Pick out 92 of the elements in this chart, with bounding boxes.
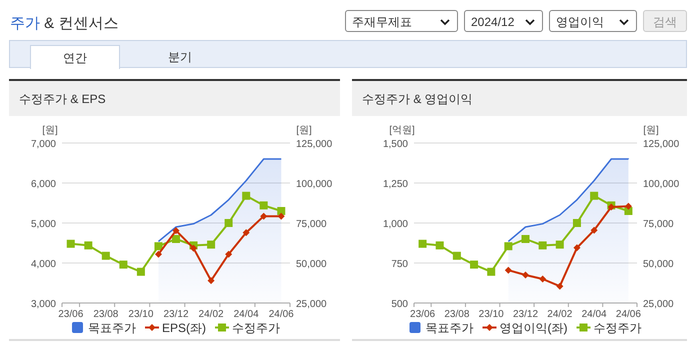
- point: [242, 192, 250, 200]
- x-tick-label: 24/04: [582, 309, 608, 320]
- x-tick-label: 24/04: [234, 309, 260, 320]
- text: 분기: [167, 49, 193, 66]
- x-tick-label: 23/10: [128, 309, 154, 320]
- text: 주재무제표: [345, 10, 458, 32]
- point: [119, 260, 128, 269]
- y2-axis-title: [원]: [296, 125, 312, 136]
- y-tick-label: 5,000: [30, 219, 56, 230]
- point: [573, 244, 580, 252]
- point: [590, 192, 598, 200]
- point: [136, 268, 145, 276]
- point: [556, 240, 564, 249]
- text: 검색: [643, 10, 687, 32]
- point: [608, 204, 615, 210]
- point: [260, 201, 268, 210]
- legend-label: 목표주가: [88, 321, 136, 335]
- x-tick-label: 23/06: [58, 309, 84, 320]
- x-tick-label: 24/02: [198, 309, 224, 320]
- point: [172, 227, 180, 234]
- chart-title: 수정주가 & EPS: [19, 91, 106, 108]
- y-tick-label: 750: [391, 259, 408, 270]
- point: [522, 235, 530, 243]
- x-tick-label: 23/12: [163, 309, 189, 320]
- point: [436, 241, 444, 250]
- x-tick-label: 23/08: [93, 309, 119, 320]
- point: [470, 260, 478, 269]
- y2-tick-label: 25,000: [296, 299, 328, 310]
- legend-label: 목표주가: [426, 321, 474, 335]
- x-tick-label: 23/12: [512, 309, 538, 320]
- point: [278, 212, 285, 220]
- point: [208, 277, 215, 284]
- y2-axis-title: [원]: [643, 125, 659, 136]
- point: [224, 219, 233, 227]
- y2-tick-label: 75,000: [643, 219, 674, 230]
- x-tick-label: 23/08: [444, 309, 470, 320]
- point: [418, 240, 427, 248]
- x-tick-label: 23/06: [410, 309, 436, 320]
- text: 주가 & 컨센서스: [10, 14, 118, 33]
- y-tick-label: 6,000: [30, 179, 56, 190]
- point: [207, 240, 216, 249]
- y-tick-label: 1,500: [382, 139, 408, 150]
- point: [172, 235, 180, 243]
- point: [556, 282, 564, 290]
- point: [225, 250, 232, 258]
- y2-tick-label: 50,000: [296, 259, 328, 270]
- y-tick-label: 7,000: [30, 139, 56, 150]
- x-tick-label: 23/10: [478, 309, 504, 320]
- point: [277, 207, 286, 215]
- point: [539, 276, 546, 282]
- y2-tick-label: 125,000: [643, 139, 680, 150]
- y2-tick-label: 75,000: [296, 219, 328, 230]
- point: [572, 219, 581, 227]
- x-tick-label: 24/02: [547, 309, 573, 320]
- legend-label: 수정주가: [594, 321, 642, 335]
- point: [154, 250, 162, 258]
- point: [242, 229, 250, 236]
- y-tick-label: 1,000: [382, 219, 408, 230]
- point: [154, 242, 162, 250]
- chart-title: 수정주가 & 영업이익: [362, 91, 473, 108]
- text: 2024/12: [464, 10, 543, 32]
- point: [260, 212, 268, 220]
- x-tick-label: 24/06: [268, 309, 294, 320]
- point: [590, 226, 598, 234]
- point: [190, 244, 198, 252]
- legend-label: 영업이익(좌): [500, 321, 568, 335]
- y2-tick-label: 25,000: [643, 299, 674, 310]
- y-axis-title: [원]: [42, 125, 58, 136]
- y-tick-label: 1,250: [382, 179, 408, 190]
- point: [452, 252, 461, 260]
- point: [522, 272, 529, 278]
- text: 연간: [30, 45, 120, 69]
- y-tick-label: 500: [391, 299, 408, 310]
- y2-tick-label: 50,000: [643, 259, 674, 270]
- y2-tick-label: 100,000: [643, 179, 680, 190]
- point: [504, 266, 512, 274]
- point: [84, 241, 92, 250]
- y2-tick-label: 125,000: [296, 139, 333, 150]
- point: [504, 242, 512, 250]
- x-tick-label: 24/06: [616, 309, 642, 320]
- point: [624, 202, 632, 210]
- point: [487, 268, 496, 276]
- y-axis-title: [억원]: [389, 125, 415, 136]
- y-tick-label: 3,000: [30, 299, 56, 310]
- point: [538, 241, 547, 250]
- legend-label: EPS(좌): [162, 321, 206, 335]
- text: 영업이익: [549, 10, 637, 32]
- legend-label: 수정주가: [232, 321, 280, 335]
- y2-tick-label: 100,000: [296, 179, 333, 190]
- point: [66, 240, 75, 248]
- point: [102, 252, 110, 260]
- y-tick-label: 4,000: [30, 259, 56, 270]
